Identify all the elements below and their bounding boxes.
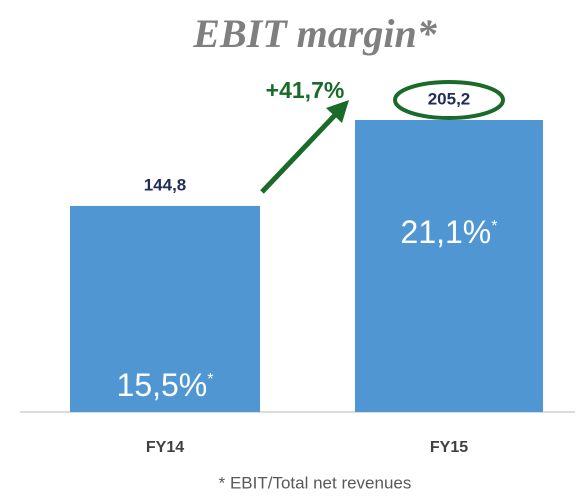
margin-marker: *: [207, 371, 213, 388]
margin-value: 21,1%: [401, 214, 492, 250]
chart-title: EBIT margin*: [192, 11, 437, 56]
arrow-head: [326, 100, 349, 123]
margin-label: 21,1%*: [401, 214, 498, 250]
margin-marker: *: [491, 218, 497, 235]
footnote: * EBIT/Total net revenues: [219, 473, 412, 492]
value-label: 144,8: [144, 175, 187, 194]
bar: [355, 120, 543, 412]
bar: [70, 205, 260, 412]
value-label: 205,2: [428, 89, 471, 108]
growth-arrow: [260, 112, 338, 194]
margin-label: 15,5%*: [117, 367, 214, 403]
x-tick-label: FY15: [430, 439, 468, 456]
growth-annotation: +41,7%: [266, 77, 345, 103]
margin-value: 15,5%: [117, 367, 208, 403]
highlight-ellipse: [393, 80, 505, 120]
x-tick-label: FY14: [146, 439, 184, 456]
